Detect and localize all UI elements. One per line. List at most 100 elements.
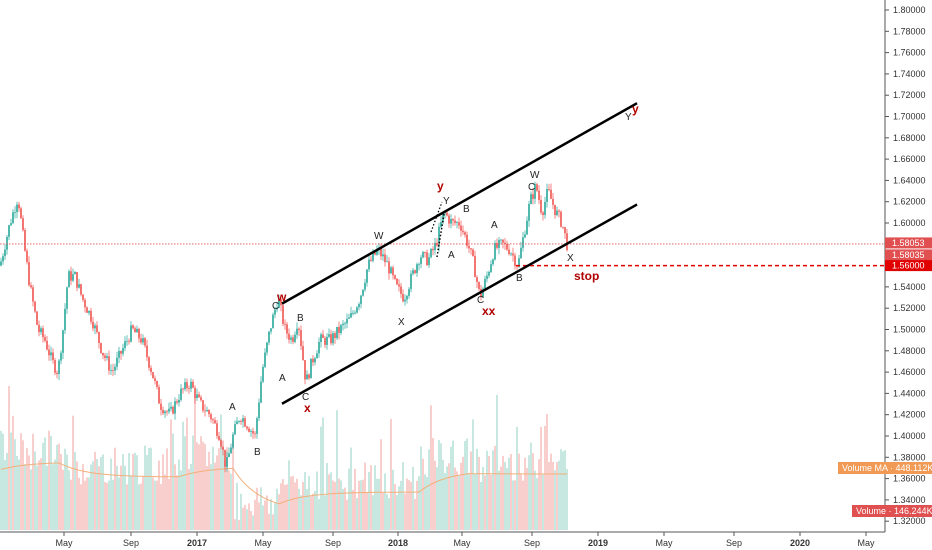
volume-bar	[306, 489, 308, 530]
candle-body	[300, 330, 302, 347]
candle-body	[520, 247, 522, 259]
volume-bar	[22, 440, 24, 530]
candle-body	[356, 307, 358, 313]
volume-bar	[194, 397, 196, 530]
candle-body	[70, 271, 72, 281]
volume-bar	[396, 495, 398, 530]
volume-bar	[218, 448, 220, 530]
volume-bar	[408, 480, 410, 530]
volume-bar	[196, 442, 198, 530]
candle-body	[58, 360, 60, 374]
volume-bar	[122, 454, 124, 530]
volume-bar	[12, 415, 14, 530]
volume-bar	[512, 480, 514, 530]
candle-body	[440, 222, 442, 227]
candle-body	[340, 325, 342, 333]
volume-bar	[352, 489, 354, 530]
volume-bar	[320, 426, 322, 530]
candle-body	[232, 434, 234, 448]
volume-bar	[550, 453, 552, 530]
wave-label: C	[302, 392, 309, 403]
candle-body	[74, 272, 76, 275]
volume-bar	[554, 470, 556, 530]
candle-body	[152, 372, 154, 379]
volume-bar	[282, 479, 284, 530]
volume-bar	[28, 455, 30, 530]
price-tick-label: 1.52000	[893, 303, 926, 313]
candle-body	[290, 337, 292, 340]
price-axis[interactable]: 1.80000 1.78000 1.76000 1.74000 1.72000 1.700…	[885, 5, 926, 526]
candle-body	[176, 401, 178, 403]
candle-body	[88, 310, 90, 313]
candle-body	[502, 239, 504, 243]
volume-bar	[488, 456, 490, 530]
volume-bar	[44, 437, 46, 530]
volume-bar	[104, 481, 106, 530]
candle-body	[222, 446, 224, 450]
volume-bar	[188, 469, 190, 530]
volume-bar	[486, 450, 488, 530]
time-tick-label: Sep	[325, 538, 341, 548]
volume-bar	[268, 513, 270, 530]
volume-bar	[392, 469, 394, 530]
volume-bar	[464, 440, 466, 530]
volume-bar	[458, 475, 460, 530]
volume-bar	[504, 461, 506, 530]
volume-bar	[372, 495, 374, 530]
candle-body	[164, 411, 166, 414]
candle-body	[16, 204, 18, 213]
candle-body	[548, 189, 550, 190]
volume-bar	[102, 454, 104, 530]
volume-bar	[10, 432, 12, 530]
candle-body	[270, 328, 272, 332]
volume-bar	[74, 451, 76, 530]
candle-body	[210, 414, 212, 420]
candle-body	[424, 252, 426, 253]
candle-body	[504, 242, 506, 244]
volume-bar	[338, 478, 340, 530]
time-axis[interactable]: May Sep 2017 May Sep 2018 May Sep 2019 May Sep 2020…	[55, 532, 875, 548]
volume-bar	[38, 460, 40, 530]
candle-body	[320, 334, 322, 342]
volume-bar	[328, 474, 330, 530]
volume-bar	[390, 418, 392, 530]
candle-body	[170, 406, 172, 409]
volume-bar	[142, 476, 144, 530]
volume-bar	[466, 438, 468, 530]
volume-bar	[276, 488, 278, 530]
candle-body	[276, 307, 278, 310]
candle-body	[166, 411, 168, 413]
volume-bar	[178, 459, 180, 530]
volume-bar	[360, 480, 362, 530]
volume-bar	[190, 463, 192, 530]
volume-bar	[244, 505, 246, 530]
candle-body	[118, 350, 120, 358]
volume-bar	[236, 482, 238, 530]
volume-bar	[270, 499, 272, 530]
candle-body	[538, 190, 540, 200]
candle-body	[522, 237, 524, 248]
candle-body	[482, 288, 484, 298]
price-tick-label: 1.42000	[893, 410, 926, 420]
volume-bar	[166, 448, 168, 530]
stop-price-badge: 1.56000	[885, 260, 932, 272]
candle-body	[374, 252, 376, 255]
volume-bar	[450, 446, 452, 530]
volume-bar	[184, 436, 186, 530]
candle-body	[90, 310, 92, 322]
volume-bar	[492, 450, 494, 530]
volume-bar	[438, 440, 440, 530]
volume-bar	[548, 462, 550, 530]
candle-body	[80, 284, 82, 295]
candle-body	[160, 403, 162, 410]
volume-bar	[164, 474, 166, 530]
candle-body	[488, 272, 490, 276]
volume-bar	[304, 472, 306, 530]
candle-body	[194, 387, 196, 398]
stop-label: stop	[574, 269, 599, 283]
volume-bar	[170, 419, 172, 530]
candle-body	[468, 245, 470, 249]
volume-bar	[172, 433, 174, 530]
wave-label: X	[398, 317, 405, 328]
